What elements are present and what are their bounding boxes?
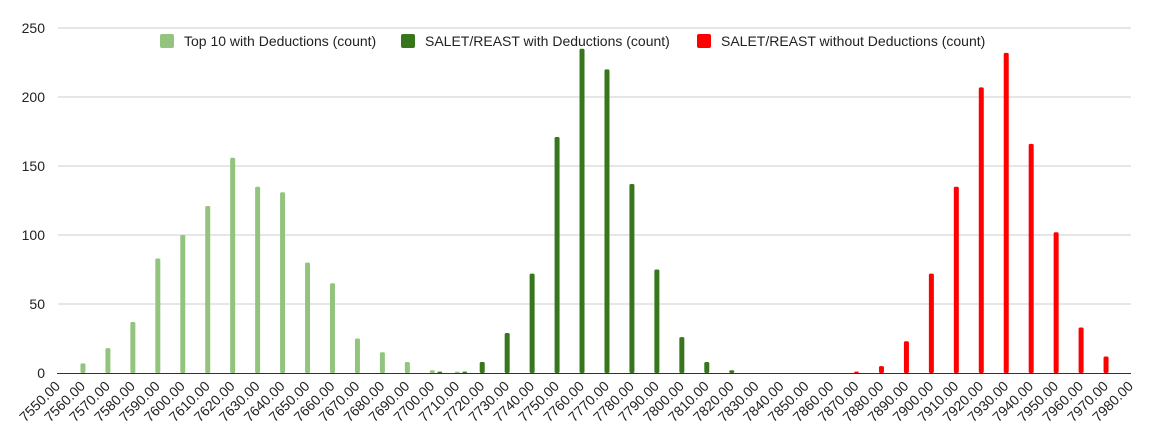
bar-series-0-10: [329, 283, 335, 373]
bar-series-0-13: [404, 361, 410, 373]
bar-series-0-2: [130, 321, 136, 373]
bar-series-2-8: [1053, 232, 1059, 373]
bar-series-0-15: [454, 371, 460, 373]
bar-series-0-11: [354, 338, 360, 373]
bar-series-2-7: [1028, 143, 1034, 373]
legend-label: Top 10 with Deductions (count): [184, 33, 377, 49]
bar-series-1-7: [604, 69, 610, 374]
legend: Top 10 with Deductions (count) SALET/REAS…: [0, 33, 1151, 53]
bar-series-2-2: [903, 341, 909, 373]
bar-series-1-9: [654, 269, 660, 373]
bar-series-1-1: [462, 371, 468, 373]
bar-series-1-11: [704, 361, 710, 373]
bar-series-0-14: [429, 370, 435, 373]
bar-series-0-12: [379, 352, 385, 373]
legend-swatch: [697, 34, 711, 48]
y-tick-label: 0: [37, 365, 45, 381]
bars: [80, 48, 1109, 374]
bar-series-1-5: [554, 137, 560, 373]
y-tick-label: 200: [22, 89, 46, 105]
bar-series-0-7: [255, 186, 261, 373]
bar-series-0-5: [205, 206, 211, 373]
x-axis-tick-labels: 7550.007560.007570.007580.007590.007600.…: [16, 378, 1136, 425]
bar-series-0-8: [280, 192, 286, 373]
bar-series-2-6: [1003, 52, 1009, 374]
bar-series-2-3: [928, 273, 934, 373]
legend-swatch: [401, 34, 415, 48]
bar-series-1-2: [479, 361, 485, 373]
legend-item-0: Top 10 with Deductions (count): [160, 33, 376, 49]
bar-series-0-6: [230, 157, 236, 373]
bar-series-0-1: [105, 348, 111, 373]
legend-item-1: SALET/REAST with Deductions (count): [401, 33, 670, 49]
bar-series-2-5: [978, 87, 984, 373]
legend-item-2: SALET/REAST without Deductions (count): [697, 33, 985, 49]
bar-series-1-3: [504, 332, 510, 373]
bar-series-2-10: [1103, 356, 1109, 373]
y-tick-label: 150: [22, 158, 46, 174]
bar-series-1-10: [679, 337, 685, 373]
bar-series-1-0: [437, 371, 443, 373]
bar-series-2-9: [1078, 327, 1084, 373]
bar-series-1-8: [629, 183, 635, 373]
bar-series-0-3: [155, 258, 161, 373]
legend-swatch: [160, 34, 174, 48]
bar-series-2-1: [878, 366, 884, 373]
bar-series-0-0: [80, 363, 86, 373]
legend-label: SALET/REAST with Deductions (count): [425, 33, 670, 49]
bar-series-0-9: [305, 262, 311, 373]
bar-series-1-12: [729, 370, 735, 373]
bar-series-1-6: [579, 48, 585, 373]
gridlines: [58, 27, 1131, 305]
y-tick-label: 100: [22, 227, 46, 243]
bar-series-2-0: [854, 371, 860, 373]
legend-label: SALET/REAST without Deductions (count): [721, 33, 986, 49]
bar-series-1-4: [529, 273, 535, 373]
bar-series-0-4: [180, 235, 186, 373]
y-tick-label: 250: [22, 20, 46, 36]
y-axis-tick-labels: 0 50 100 150 200 250: [22, 20, 46, 381]
y-tick-label: 50: [29, 296, 45, 312]
bar-series-2-4: [953, 186, 959, 373]
